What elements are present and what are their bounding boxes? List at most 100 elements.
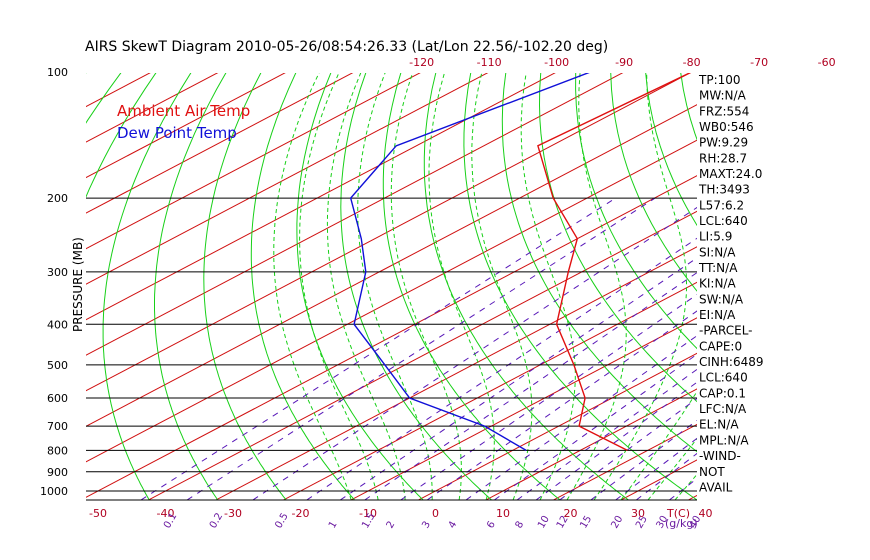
- moist-adiabat-line: [428, 73, 495, 500]
- isotherm-line: [350, 317, 697, 500]
- moist-adiabat-line: [620, 390, 697, 500]
- y-tick-label: 800: [47, 444, 68, 457]
- x-bottom-tick-labels: -50 -40 -30 -20 -10 0 10 20 30 40: [89, 507, 712, 520]
- mixing-ratio-tick-label: 10: [536, 514, 552, 531]
- isobar-lines: [86, 197, 697, 501]
- dewpoint-temp-line: [349, 73, 590, 452]
- dry-adiabat-line: [501, 73, 697, 453]
- mixing-ratio-line: [615, 437, 697, 500]
- mixing-ratio-line: [636, 452, 697, 500]
- moist-adiabat-line: [299, 73, 379, 500]
- mixing-ratio-unit-label: (g/kg): [665, 517, 698, 530]
- y-tick-label: 300: [47, 266, 68, 279]
- mixing-ratio-line: [306, 237, 697, 500]
- index-label: EI:N/A: [699, 308, 736, 322]
- dry-adiabat-line: [610, 73, 697, 292]
- mixing-ratio-line: [427, 310, 697, 500]
- index-label: LI:5.9: [699, 230, 732, 244]
- y-tick-label: 400: [47, 318, 68, 331]
- dry-adiabat-line: [575, 73, 697, 350]
- moist-adiabat-line: [273, 73, 352, 500]
- mixing-ratio-line: [364, 272, 697, 500]
- x-top-tick-label: -90: [615, 56, 633, 69]
- moist-adiabat-line: [390, 73, 462, 500]
- mixing-ratio-line: [494, 353, 697, 500]
- dry-adiabat-line: [645, 73, 697, 227]
- chart-title: AIRS SkewT Diagram 2010-05-26/08:54:26.3…: [85, 39, 608, 55]
- dry-adiabat-line: [750, 72, 870, 500]
- isotherm-line: [756, 72, 870, 500]
- x-tick-label: -10: [359, 507, 377, 520]
- x-tick-label: -30: [224, 507, 242, 520]
- mixing-ratio-line: [465, 335, 697, 500]
- index-label: FRZ:554: [699, 104, 749, 118]
- index-label: TP:100: [698, 73, 741, 87]
- index-label: MPL:N/A: [699, 433, 749, 447]
- isotherm-line: [86, 73, 624, 356]
- moist-adiabat-line: [326, 73, 406, 500]
- mixing-ratio-line: [186, 197, 656, 500]
- y-tick-label: 900: [47, 466, 68, 479]
- mixing-ratio-tick-label: 2: [385, 519, 398, 530]
- isotherm-line: [86, 73, 556, 321]
- y-tick-label: 500: [47, 359, 68, 372]
- isotherm-line: [86, 73, 421, 250]
- x-top-tick-label: -80: [683, 56, 701, 69]
- isotherm-line: [553, 423, 697, 500]
- index-label: MW:N/A: [699, 89, 747, 103]
- isotherm-line: [86, 139, 697, 463]
- x-tick-label: 10: [496, 507, 510, 520]
- mixing-ratio-tick-label: 0.5: [273, 511, 290, 530]
- mixing-ratio-tick-label: 8: [514, 519, 527, 530]
- x-top-tick-label: -100: [544, 56, 569, 69]
- index-label: WB0:546: [699, 120, 754, 134]
- index-label: RH:28.7: [699, 151, 747, 165]
- dry-adiabat-line: [340, 73, 492, 500]
- isotherm-line: [215, 246, 697, 500]
- index-label: -WIND-: [699, 449, 741, 463]
- index-label: PW:9.29: [699, 136, 748, 150]
- mixing-ratio-tick-label: 4: [447, 519, 460, 530]
- index-label: LFC:N/A: [699, 402, 747, 416]
- index-label: L57:6.2: [699, 198, 744, 212]
- mixing-ratio-tick-label: 20: [609, 514, 625, 531]
- mixing-ratio-line: [400, 293, 697, 500]
- index-label: AVAIL: [699, 480, 733, 494]
- mixing-ratio-line: [140, 197, 616, 500]
- isotherm-line: [86, 175, 697, 498]
- index-label: EL:N/A: [699, 418, 739, 432]
- mixing-ratio-line: [252, 206, 697, 500]
- index-label: CINH:6489: [699, 355, 764, 369]
- moist-adiabat-lines: [273, 73, 697, 500]
- index-label: -PARCEL-: [699, 324, 753, 338]
- index-label: MAXT:24.0: [699, 167, 762, 181]
- index-label: TH:3493: [698, 183, 750, 197]
- dry-adiabat-lines: [86, 72, 870, 500]
- x-tick-label: 40: [699, 507, 713, 520]
- mixing-ratio-line: [559, 397, 697, 500]
- index-label: NOT: [699, 465, 725, 479]
- x-tick-label: 20: [564, 507, 578, 520]
- x-tick-label: 0: [432, 507, 439, 520]
- index-label: KI:N/A: [699, 277, 736, 291]
- dry-adiabat-line: [855, 72, 870, 500]
- mixing-ratio-line: [516, 368, 697, 500]
- index-label: CAPE:0: [699, 339, 742, 353]
- x-top-tick-label: -110: [477, 56, 502, 69]
- y-tick-label: 700: [47, 420, 68, 433]
- x-top-tick-label: -60: [818, 56, 836, 69]
- y-tick-label: 100: [47, 66, 68, 79]
- index-label: SW:N/A: [699, 292, 744, 306]
- x-top-tick-labels: -120-110-100-90-80-70-60-50-40: [409, 56, 836, 69]
- moist-adiabat-line: [593, 73, 687, 500]
- x-tick-label: -50: [89, 507, 107, 520]
- x-axis-unit-label: T(C): [666, 507, 690, 520]
- index-label: LCL:640: [699, 214, 748, 228]
- isotherm-line: [86, 73, 354, 214]
- mixing-ratio-tick-label: 1: [327, 519, 340, 530]
- y-tick-label: 1000: [40, 485, 68, 498]
- mixing-ratio-lines: [140, 197, 697, 500]
- moist-adiabat-line: [566, 73, 627, 500]
- isotherm-line: [86, 104, 697, 427]
- x-top-tick-label: -120: [409, 56, 434, 69]
